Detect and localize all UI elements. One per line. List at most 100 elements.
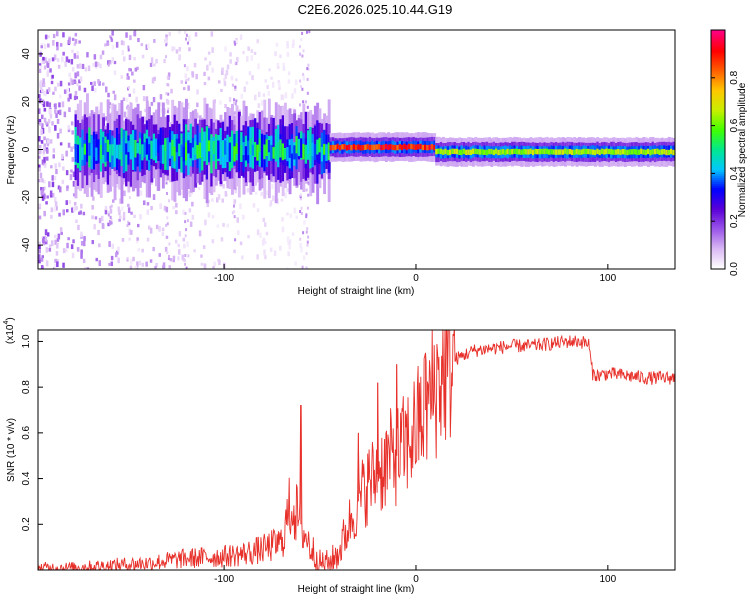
noise-speck [70, 244, 74, 250]
noise-speck [91, 240, 94, 245]
streak-speck [232, 101, 235, 105]
ridge-cell [653, 148, 657, 155]
noise-speck [287, 239, 291, 245]
ridge-cell [118, 144, 122, 160]
noise-speck [221, 69, 224, 75]
noise-speck [278, 86, 281, 90]
noise-speck [84, 266, 87, 269]
noise-speck [91, 215, 94, 220]
noise-speck [169, 258, 173, 262]
ridge-cell [619, 149, 623, 155]
noise-speck [123, 111, 127, 118]
noise-speck [71, 49, 74, 53]
noise-speck [42, 82, 46, 87]
streak-speck [307, 67, 310, 71]
noise-speck [59, 94, 62, 99]
colorbar-cell [711, 157, 725, 160]
noise-speck [99, 54, 103, 60]
noise-speck [91, 205, 94, 210]
ridge-cell [534, 148, 538, 155]
streak-speck [302, 49, 305, 53]
noise-speck [47, 35, 50, 39]
noise-speck [43, 146, 46, 151]
noise-speck [49, 139, 53, 144]
noise-speck [59, 43, 63, 47]
ridge-cell [81, 147, 85, 160]
noise-speck [131, 71, 134, 76]
noise-speck [229, 59, 232, 64]
ridge-cell [185, 142, 188, 161]
noise-speck [262, 217, 265, 222]
colorbar-cell [711, 259, 725, 262]
ridge-cell [164, 138, 168, 170]
noise-speck [45, 239, 48, 245]
ridge-cell [277, 142, 280, 160]
colorbar-cell [711, 105, 725, 109]
noise-speck [149, 63, 153, 67]
streak-speck [187, 77, 190, 81]
noise-speck [78, 85, 81, 91]
colorbar-cell [711, 221, 725, 224]
noise-speck [55, 169, 58, 175]
noise-speck [302, 75, 305, 81]
colorbar-cell [711, 83, 725, 87]
streak-speck [299, 45, 301, 49]
colorbar-cell [711, 249, 725, 252]
colorbar-cell [711, 31, 725, 35]
colorbar-cell [711, 129, 725, 133]
noise-speck [211, 67, 214, 73]
noise-speck [51, 175, 54, 181]
streak-speck [109, 35, 112, 39]
ridge-cell [488, 148, 491, 155]
ridge-cell [640, 148, 643, 154]
noise-speck [64, 61, 67, 67]
noise-speck [224, 46, 227, 52]
noise-speck [122, 217, 126, 221]
noise-speck [146, 237, 150, 242]
noise-speck [177, 256, 180, 261]
ridge-cell [508, 149, 512, 155]
colorbar-cell [711, 85, 725, 89]
noise-speck [56, 58, 60, 63]
noise-speck [137, 248, 140, 252]
noise-speck [299, 242, 302, 249]
noise-speck [72, 239, 75, 244]
noise-speck [204, 57, 207, 61]
noise-speck [226, 223, 229, 228]
noise-speck [69, 77, 73, 84]
noise-speck [82, 258, 86, 264]
y-tick-label: 40 [21, 48, 32, 60]
noise-speck [39, 50, 42, 54]
noise-speck [258, 91, 261, 98]
x-tick-label: 0 [413, 273, 419, 284]
streak-speck [165, 92, 168, 95]
streak-speck [168, 242, 171, 246]
noise-speck [286, 267, 289, 269]
noise-speck [172, 206, 175, 210]
streak-speck [299, 103, 301, 107]
noise-speck [120, 75, 123, 79]
noise-speck [202, 245, 206, 249]
noise-speck [104, 205, 108, 211]
noise-speck [303, 220, 306, 225]
colorbar-cell [711, 123, 725, 127]
ridge-cell [132, 138, 135, 152]
noise-speck [60, 231, 63, 235]
streak-speck [306, 227, 309, 231]
ridge-cell [380, 144, 384, 151]
noise-speck [140, 43, 144, 47]
noise-speck [68, 38, 71, 44]
noise-speck [287, 251, 290, 257]
ridge-cell [343, 144, 347, 150]
ridge-cell [575, 148, 579, 155]
colorbar-cell [711, 115, 725, 119]
ridge-cell [345, 145, 349, 151]
noise-speck [107, 222, 110, 227]
ridge-cell [460, 149, 464, 155]
noise-speck [289, 213, 293, 219]
noise-speck [256, 254, 259, 260]
ridge-cell [617, 149, 620, 155]
noise-speck [66, 87, 70, 94]
noise-speck [188, 35, 191, 42]
noise-speck [71, 37, 75, 41]
